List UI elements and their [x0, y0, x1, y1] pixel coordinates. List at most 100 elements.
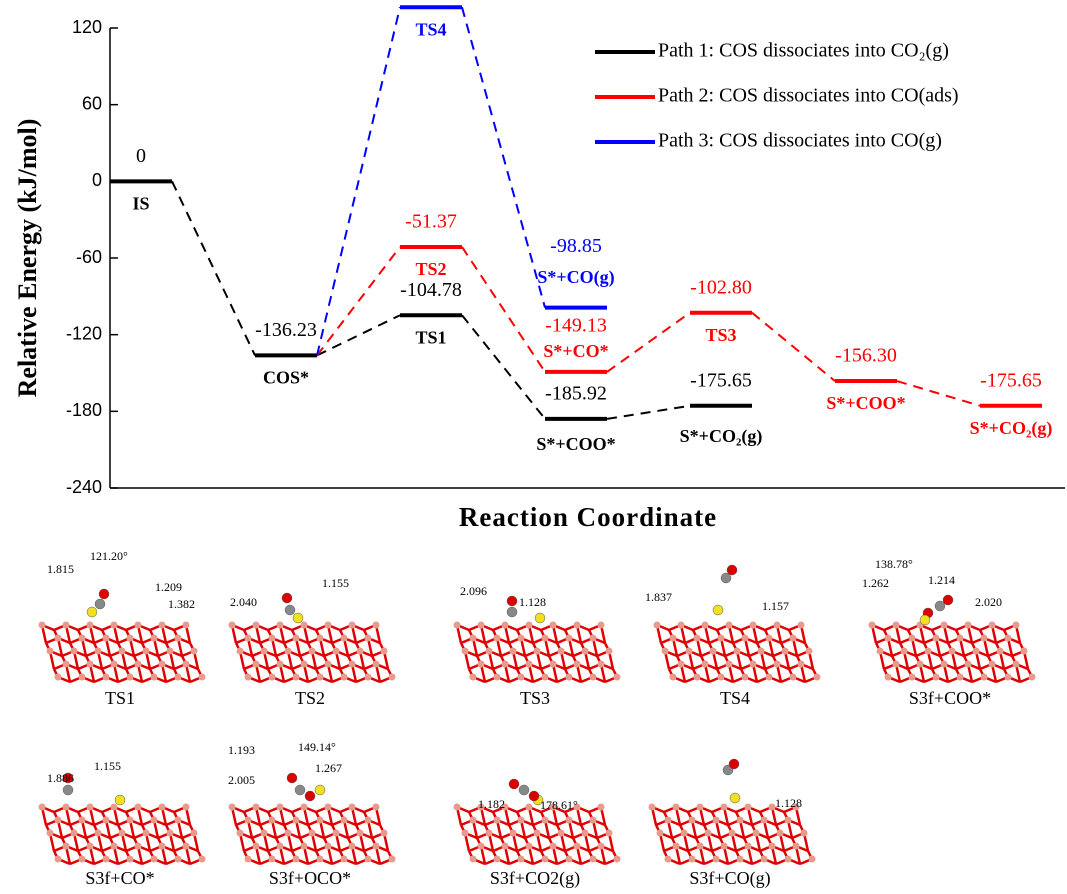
slab-atom	[694, 635, 701, 642]
state-label: COS*	[263, 368, 309, 388]
slab-atom	[285, 830, 292, 837]
bond-annotation: 1.886	[47, 771, 74, 785]
slab-atom	[183, 622, 190, 629]
slab-atom	[965, 661, 972, 668]
slab-atom	[103, 856, 110, 863]
slab-atom	[981, 674, 988, 681]
bond-annotation: 1.128	[519, 595, 546, 609]
bond-annotation: 2.096	[460, 584, 487, 598]
bond-annotation: 1.214	[928, 573, 955, 587]
slab-atom	[989, 622, 996, 629]
figure: Relative Energy (kJ/mol) Reaction Coordi…	[0, 0, 1067, 894]
connector	[462, 7, 545, 307]
slab-atom	[790, 674, 797, 681]
y-tick-label: -180	[66, 400, 102, 420]
slab-atom	[63, 804, 70, 811]
value-label: -136.23	[255, 319, 317, 341]
slab-atom	[649, 804, 656, 811]
slab-atom	[542, 817, 549, 824]
state-label: S*+CO(g)	[537, 267, 614, 288]
slab-atom	[245, 635, 252, 642]
value-label: -102.80	[690, 276, 752, 298]
slab-atom	[526, 804, 533, 811]
slab-atom	[183, 804, 190, 811]
structure-caption: S3f+CO2(g)	[490, 868, 580, 889]
slab-atom	[462, 648, 469, 655]
slab-atom	[598, 843, 605, 850]
slab-atom	[159, 622, 166, 629]
value-label: -156.30	[835, 345, 897, 367]
slab-atom	[309, 648, 316, 655]
slab-atom	[325, 804, 332, 811]
slab-atom	[365, 674, 372, 681]
slab-atom	[293, 635, 300, 642]
bond-annotation: 1.209	[155, 580, 182, 594]
slab-atom	[277, 843, 284, 850]
y-tick-label: -240	[66, 477, 102, 497]
slab-atom	[598, 661, 605, 668]
slab-atom	[1005, 674, 1012, 681]
slab-atom	[885, 674, 892, 681]
value-label: -104.78	[400, 279, 462, 301]
slab-atom	[726, 622, 733, 629]
slab-atom	[159, 843, 166, 850]
bond-annotation: 1.193	[228, 743, 255, 757]
slab-atom	[534, 830, 541, 837]
slab-atom	[753, 830, 760, 837]
slab-atom	[909, 674, 916, 681]
slab-atom	[534, 648, 541, 655]
connector	[462, 247, 545, 372]
slab-atom	[606, 648, 613, 655]
slab-atom	[167, 830, 174, 837]
slab-atom	[175, 674, 182, 681]
slab-atom	[127, 856, 134, 863]
slab-atom	[737, 856, 744, 863]
slab-atom	[151, 856, 158, 863]
slab-atom	[665, 856, 672, 863]
page: {"chart_data": {"type": "energy", "ylabe…	[0, 0, 1067, 894]
state-label: S*+CO₂(g)	[680, 426, 763, 447]
slab-atom	[566, 817, 573, 824]
slab-atom	[167, 648, 174, 655]
slab-atom	[502, 843, 509, 850]
slab-atom	[478, 661, 485, 668]
slab-atom	[526, 622, 533, 629]
slab-atom	[87, 622, 94, 629]
slab-atom	[885, 635, 892, 642]
adsorbate-atom	[713, 605, 723, 615]
slab-atom	[199, 856, 206, 863]
slab-atom	[750, 661, 757, 668]
slab-atom	[293, 856, 300, 863]
slab-atom	[373, 622, 380, 629]
slab-atom	[470, 635, 477, 642]
slab-atom	[55, 674, 62, 681]
slab-atom	[726, 661, 733, 668]
slab-atom	[261, 830, 268, 837]
adsorbate-atom	[535, 613, 545, 623]
slab-atom	[981, 635, 988, 642]
slab-atom	[349, 661, 356, 668]
state-label: TS4	[415, 19, 446, 39]
adsorbate-atom	[305, 791, 315, 801]
slab-atom	[673, 804, 680, 811]
slab-atom	[526, 661, 533, 668]
slab-atom	[127, 674, 134, 681]
slab-atom	[925, 648, 932, 655]
slab-atom	[79, 856, 86, 863]
slab-atom	[389, 856, 396, 863]
slab-atom	[454, 622, 461, 629]
slab-atom	[814, 674, 821, 681]
slab-atom	[55, 635, 62, 642]
bond-annotation: 1.382	[168, 597, 195, 611]
slab-atom	[39, 622, 46, 629]
slab-atom	[103, 817, 110, 824]
structure-caption: TS3	[520, 688, 550, 708]
slab-atom	[143, 830, 150, 837]
state-label: TS1	[415, 327, 446, 347]
slab-atom	[349, 622, 356, 629]
slab-atom	[1013, 661, 1020, 668]
slab-atom	[798, 661, 805, 668]
slab-atom	[261, 648, 268, 655]
value-label: -175.65	[980, 369, 1042, 391]
slab-atom	[127, 817, 134, 824]
